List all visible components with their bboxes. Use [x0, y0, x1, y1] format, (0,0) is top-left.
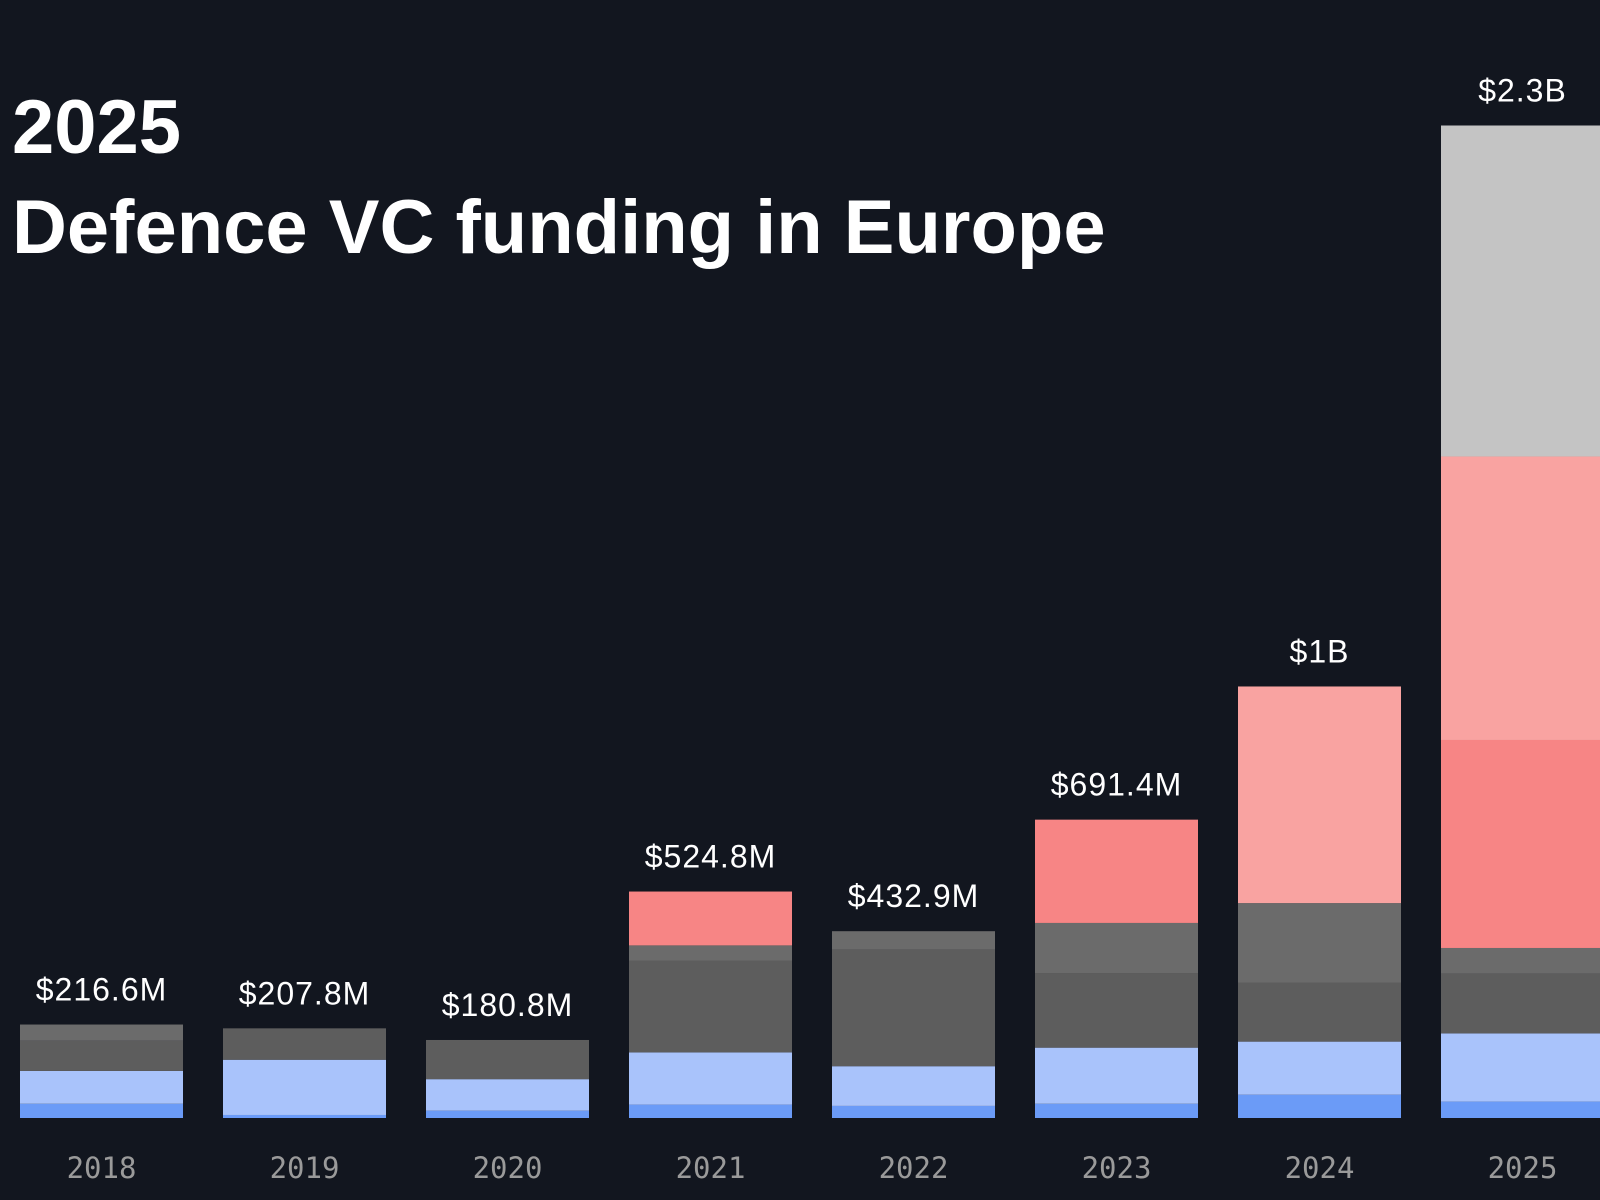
bar-segment	[629, 945, 792, 961]
bar-segment	[1441, 973, 1600, 1034]
total-label: $207.8M	[239, 975, 371, 1011]
bar-segment	[1441, 125, 1600, 457]
total-label: $691.4M	[1051, 767, 1183, 803]
bar-segment	[1441, 456, 1600, 740]
bar-segment	[20, 1024, 183, 1041]
bar-segment	[1441, 1101, 1600, 1118]
bar-segment	[1441, 947, 1600, 974]
x-tick-label: 2025	[1488, 1151, 1558, 1185]
bar-segment	[629, 960, 792, 1053]
total-label: $432.9M	[848, 878, 980, 914]
bar-segment	[1035, 1103, 1198, 1118]
bar-segment	[20, 1040, 183, 1071]
bar-segment	[1035, 819, 1198, 923]
x-tick-label: 2022	[879, 1151, 949, 1185]
x-tick-label: 2024	[1285, 1151, 1355, 1185]
bar-segment	[832, 931, 995, 950]
bar-segment	[223, 1059, 386, 1115]
bar-segment	[832, 1105, 995, 1118]
bar-segment	[223, 1114, 386, 1118]
total-label: $2.3B	[1478, 73, 1567, 109]
bar-segment	[426, 1079, 589, 1111]
bar-segment	[629, 1104, 792, 1118]
x-tick-label: 2018	[67, 1151, 137, 1185]
total-label: $1B	[1290, 633, 1350, 669]
bar-segment	[1238, 982, 1401, 1042]
bar-segment	[223, 1028, 386, 1060]
chart-subtitle: Defence VC funding in Europe	[12, 185, 1106, 270]
bar-segment	[20, 1070, 183, 1104]
chart-title: 2025	[12, 85, 181, 170]
bar-segment	[832, 1066, 995, 1106]
bar-segment	[1238, 686, 1401, 904]
total-label: $180.8M	[442, 987, 574, 1023]
bar-segment	[1441, 739, 1600, 948]
bar-segment	[832, 949, 995, 1067]
bar-segment	[1238, 1094, 1401, 1118]
bar-segment	[1441, 1033, 1600, 1102]
bar-segment	[1035, 973, 1198, 1048]
bar-segment	[20, 1103, 183, 1118]
bar-segment	[1035, 922, 1198, 974]
bar-segment	[426, 1110, 589, 1118]
x-tick-label: 2021	[676, 1151, 746, 1185]
bar-segment	[629, 1052, 792, 1105]
bar-segment	[1238, 903, 1401, 983]
bar-segment	[1035, 1047, 1198, 1104]
x-tick-label: 2020	[473, 1151, 543, 1185]
bar-segment	[426, 1039, 589, 1080]
total-label: $524.8M	[645, 839, 777, 875]
bar-segment	[1238, 1041, 1401, 1095]
x-tick-label: 2019	[270, 1151, 340, 1185]
bar-segment	[629, 891, 792, 946]
x-tick-label: 2023	[1082, 1151, 1152, 1185]
total-label: $216.6M	[36, 972, 168, 1008]
